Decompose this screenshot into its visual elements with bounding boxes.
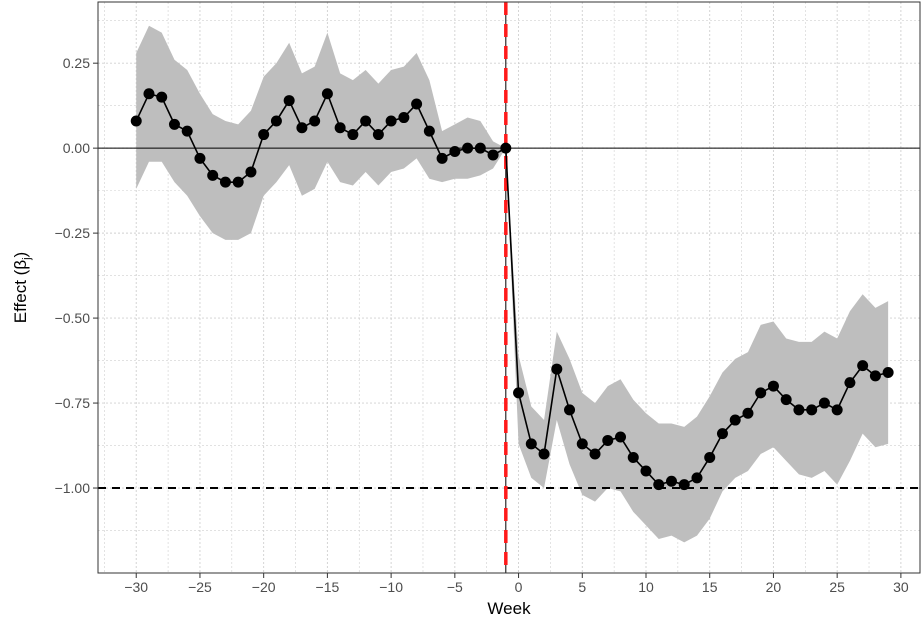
estimate-point	[538, 448, 550, 460]
x-tick-label: 5	[578, 579, 586, 595]
x-tick-label: −25	[188, 579, 212, 595]
x-tick-label: 25	[829, 579, 845, 595]
x-tick-label: −5	[447, 579, 463, 595]
estimate-point	[678, 479, 690, 491]
estimate-point	[423, 125, 435, 137]
estimate-point	[219, 176, 231, 188]
estimate-point	[334, 122, 346, 134]
estimate-point	[589, 448, 601, 460]
estimate-point	[232, 176, 244, 188]
estimate-point	[882, 366, 894, 378]
y-tick-label: −0.50	[55, 310, 91, 326]
estimate-point	[831, 404, 843, 416]
estimate-point	[729, 414, 741, 426]
x-axis-ticks: −30 −25 −20 −15 −10 −5 0 5 10 15 20 25 30	[124, 573, 909, 595]
estimate-point	[780, 394, 792, 406]
x-axis-title: Week	[487, 599, 531, 618]
estimate-point	[194, 152, 206, 164]
estimate-point	[564, 404, 576, 416]
estimate-point	[806, 404, 818, 416]
estimate-point	[449, 146, 461, 158]
estimate-point	[360, 115, 372, 127]
series-points-layer	[130, 88, 894, 491]
estimate-point	[436, 152, 448, 164]
grid-layer	[98, 2, 920, 574]
estimate-point	[474, 142, 486, 154]
x-tick-label: −15	[316, 579, 340, 595]
estimate-point	[716, 428, 728, 440]
y-tick-label: −0.25	[55, 225, 91, 241]
y-tick-label: −0.75	[55, 395, 91, 411]
estimate-point	[857, 360, 869, 372]
estimate-point	[156, 91, 168, 103]
estimate-point	[321, 88, 333, 100]
estimate-point	[818, 397, 830, 409]
estimate-point	[181, 125, 193, 137]
estimate-point	[704, 451, 716, 463]
x-tick-label: 15	[702, 579, 718, 595]
estimate-point	[500, 142, 512, 154]
estimate-point	[653, 479, 665, 491]
estimate-point	[462, 142, 474, 154]
estimate-point	[665, 475, 677, 487]
estimate-point	[411, 98, 423, 110]
estimate-point	[742, 407, 754, 419]
estimate-point	[640, 465, 652, 477]
estimate-point	[143, 88, 155, 100]
estimate-point	[602, 434, 614, 446]
estimate-point	[372, 129, 384, 141]
y-axis-ticks: 0.25 0.00 −0.25 −0.50 −0.75 −1.00	[55, 55, 98, 496]
estimate-point	[627, 451, 639, 463]
estimate-point	[755, 387, 767, 399]
estimate-point	[691, 472, 703, 484]
estimate-point	[551, 363, 563, 375]
estimate-point	[525, 438, 537, 450]
estimate-point	[767, 380, 779, 392]
y-axis-title-close: )	[11, 252, 30, 258]
estimate-point	[347, 129, 359, 141]
estimate-point	[615, 431, 627, 443]
estimate-point	[398, 112, 410, 124]
estimate-point	[168, 118, 180, 130]
plot-background	[98, 2, 920, 573]
estimate-point	[385, 115, 397, 127]
y-axis-title: Effect (βj)	[11, 252, 33, 323]
x-tick-label: −30	[124, 579, 148, 595]
x-tick-label: 0	[515, 579, 523, 595]
y-tick-label: 0.00	[63, 140, 90, 156]
y-axis-title-subscript: j	[21, 257, 33, 260]
estimate-point	[513, 387, 525, 399]
estimate-point	[309, 115, 321, 127]
x-tick-label: −20	[252, 579, 276, 595]
estimate-point	[844, 377, 856, 389]
plot-panel-border	[97, 1, 921, 574]
y-axis-title-main: Effect (β	[11, 260, 30, 324]
estimate-point	[270, 115, 282, 127]
x-tick-label: −10	[379, 579, 403, 595]
estimate-point	[296, 122, 308, 134]
y-tick-label: 0.25	[63, 55, 90, 71]
estimate-point	[207, 169, 219, 181]
estimate-point	[258, 129, 270, 141]
estimate-point	[487, 149, 499, 161]
estimate-point	[283, 95, 295, 107]
x-tick-label: 20	[766, 579, 782, 595]
x-tick-label: 30	[893, 579, 909, 595]
estimate-point	[130, 115, 142, 127]
x-tick-label: 10	[638, 579, 654, 595]
y-tick-label: −1.00	[55, 480, 91, 496]
estimate-point	[576, 438, 588, 450]
estimate-point	[869, 370, 881, 382]
estimate-point	[245, 166, 257, 178]
estimate-point	[793, 404, 805, 416]
